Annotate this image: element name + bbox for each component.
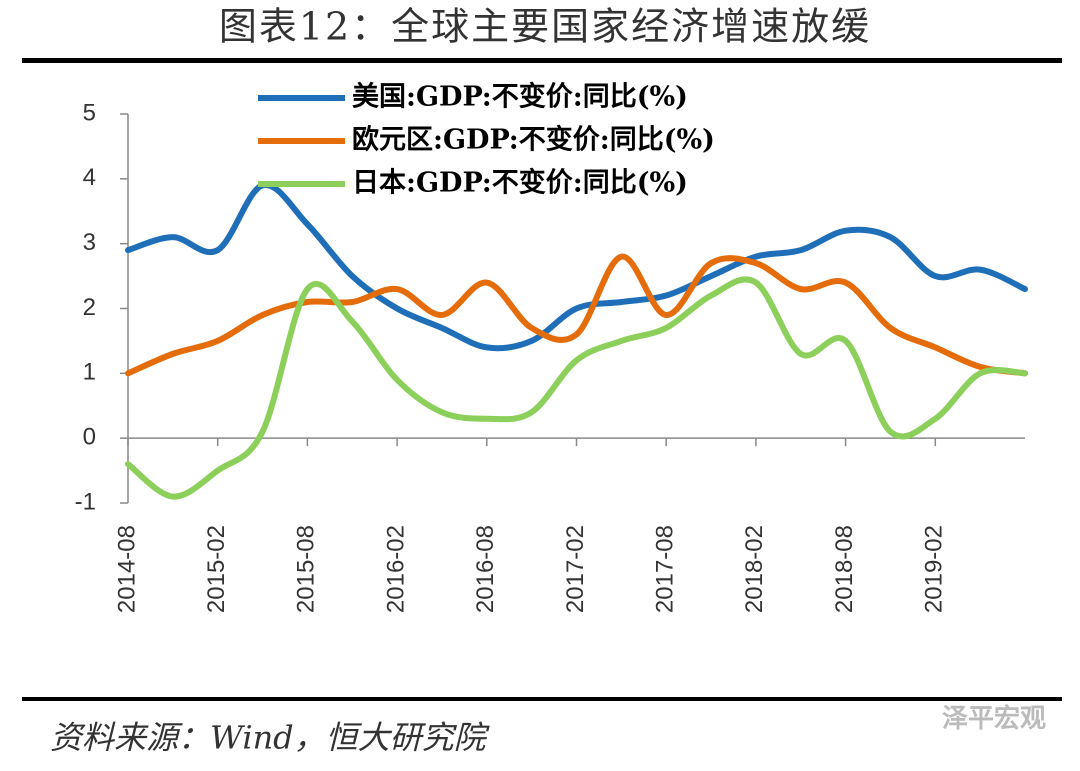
y-tick-label: 5 [83, 99, 96, 126]
x-tick-label: 2014-08 [113, 525, 140, 613]
x-tick-label: 2018-02 [741, 525, 768, 613]
line-series [125, 253, 1028, 377]
legend-label: 日本:GDP:不变价:同比(%) [352, 167, 688, 199]
y-tick-label: 2 [83, 294, 96, 321]
y-tick-label: -1 [75, 488, 96, 515]
y-tick-label: 0 [83, 424, 96, 451]
line-series [125, 276, 1028, 500]
x-tick-label: 2016-08 [472, 525, 499, 613]
line-series [125, 182, 1028, 352]
x-tick-label: 2018-08 [831, 525, 858, 613]
chart-title: 图表12：全球主要国家经济增速放缓 [219, 5, 871, 49]
y-tick-label: 1 [83, 359, 96, 386]
source: 资料来源：Wind，恒大研究院 [50, 719, 491, 757]
x-tick-label: 2017-02 [562, 525, 589, 613]
y-tick-label: 4 [83, 164, 96, 191]
x-tick-label: 2015-02 [203, 525, 230, 613]
x-tick-label: 2015-08 [293, 525, 320, 613]
legend-label: 欧元区:GDP:不变价:同比(%) [352, 124, 715, 156]
top-rule [22, 58, 1062, 63]
x-tick-label: 2016-02 [382, 525, 409, 613]
legend-label: 美国:GDP:不变价:同比(%) [352, 81, 688, 113]
x-tick-label: 2017-08 [652, 525, 679, 613]
bottom-rule [22, 697, 1062, 701]
y-tick-label: 3 [83, 229, 96, 256]
x-tick-label: 2019-02 [921, 525, 948, 613]
watermark: 泽平宏观 [942, 703, 1046, 734]
